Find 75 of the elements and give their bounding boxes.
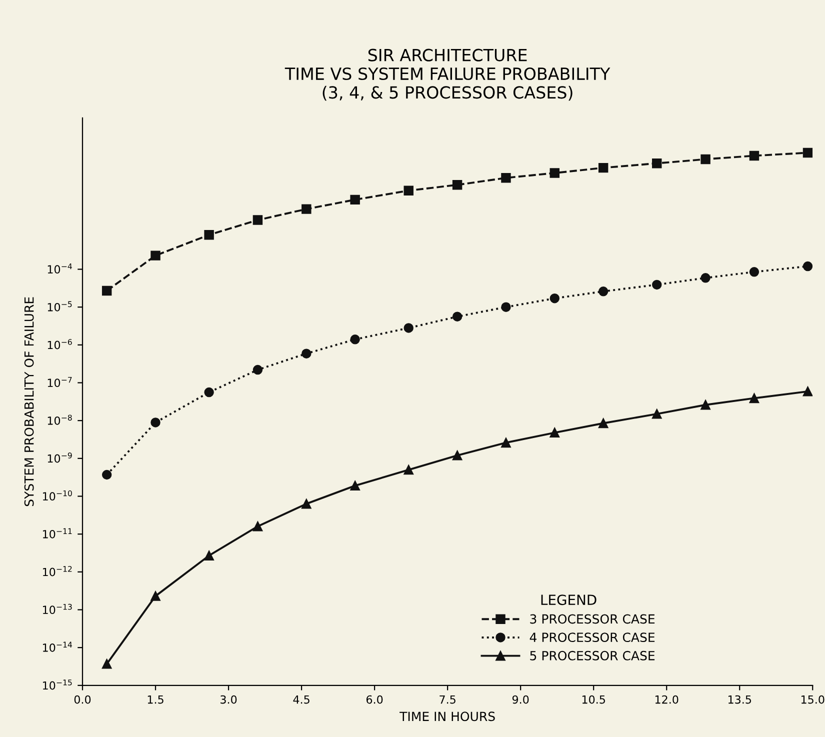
point <box>252 364 263 375</box>
chart-title: SIR ARCHITECTURE TIME VS SYSTEM FAILURE PROBABILITY (3, 4, & 5 PROCESSOR CASES) <box>284 48 610 101</box>
x-tick-label: 6.0 <box>366 695 383 704</box>
point <box>700 154 710 164</box>
x-tick-label: 7.5 <box>440 695 456 704</box>
x-tick-label: 3.0 <box>220 695 237 704</box>
point <box>749 150 760 161</box>
x-tick-label: 10.5 <box>582 695 605 704</box>
point <box>652 280 662 290</box>
point <box>404 464 414 475</box>
point <box>204 230 214 240</box>
legend-title: LEGEND <box>541 594 596 606</box>
point <box>598 286 608 296</box>
x-tick-label: 0.0 <box>74 695 91 704</box>
point <box>802 148 813 158</box>
point <box>749 393 760 404</box>
point <box>802 386 813 396</box>
y-tick-label: 10$^{−7}$ <box>48 376 72 388</box>
y-tick-label: 10$^{−10}$ <box>43 490 72 501</box>
x-tick-label: 15.0 <box>801 695 824 704</box>
point <box>302 498 312 509</box>
point <box>252 215 263 225</box>
y-axis-title: SYSTEM PROBABILITY OF FAILURE <box>24 297 34 506</box>
legend-label: 4 PROCESSOR CASE <box>530 632 655 642</box>
point <box>501 173 511 183</box>
point <box>102 286 112 296</box>
point <box>598 418 608 428</box>
point <box>501 302 511 312</box>
point <box>150 250 160 260</box>
point <box>350 480 360 491</box>
point <box>102 470 112 480</box>
x-tick-label: 1.5 <box>148 695 164 704</box>
point <box>404 186 414 196</box>
point <box>802 261 813 272</box>
y-tick-label: 10$^{−4}$ <box>48 263 72 274</box>
point <box>700 273 710 283</box>
point <box>150 591 160 601</box>
point <box>150 418 160 428</box>
point <box>652 158 662 168</box>
point <box>501 438 511 448</box>
point <box>452 312 462 322</box>
point <box>252 521 263 532</box>
point <box>204 550 214 560</box>
x-tick-label: 9.0 <box>512 695 529 704</box>
point <box>302 204 312 214</box>
point <box>350 334 360 344</box>
x-tick-label: 4.5 <box>293 695 310 704</box>
x-tick-label: 12.0 <box>655 695 678 704</box>
legend-label: 5 PROCESSOR CASE <box>530 650 655 660</box>
y-tick-label: 10$^{−9}$ <box>48 452 72 463</box>
point <box>749 267 760 277</box>
point <box>550 294 560 304</box>
legend-label: 3 PROCESSOR CASE <box>530 614 655 624</box>
point <box>452 180 462 190</box>
y-tick-label: 10$^{−14}$ <box>43 642 72 652</box>
x-tick-label: 13.5 <box>728 695 752 704</box>
y-tick-label: 10$^{−5}$ <box>48 301 72 312</box>
x-axis-title: TIME IN HOURS <box>400 712 495 722</box>
point <box>550 428 560 438</box>
y-tick-label: 10$^{−13}$ <box>43 604 72 614</box>
y-tick-label: 10$^{−6}$ <box>48 339 72 350</box>
y-tick-label: 10$^{−11}$ <box>43 528 72 538</box>
point <box>700 400 710 410</box>
y-tick-label: 10$^{−15}$ <box>43 680 72 690</box>
point <box>102 659 112 669</box>
point <box>350 194 360 205</box>
point <box>204 387 214 398</box>
point <box>452 450 462 460</box>
point <box>598 162 608 173</box>
point <box>652 409 662 419</box>
y-tick-label: 10$^{−8}$ <box>48 414 72 425</box>
y-tick-label: 10$^{−12}$ <box>43 566 72 576</box>
point <box>404 323 414 333</box>
point <box>550 168 560 178</box>
point <box>302 348 312 358</box>
